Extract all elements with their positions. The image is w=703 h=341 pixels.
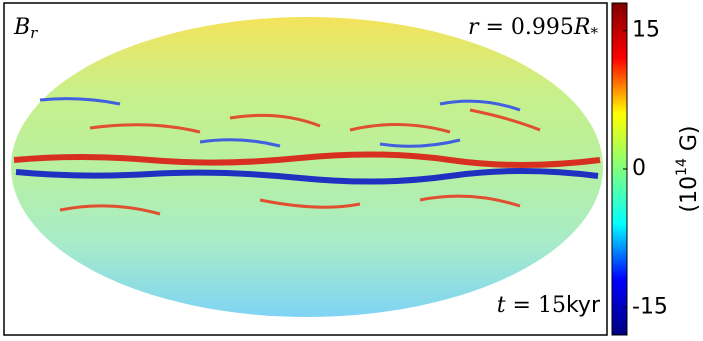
field-band [15, 168, 599, 185]
tick-label: 0 [632, 156, 646, 181]
label-sub: r [30, 24, 38, 42]
label-main: r [468, 15, 480, 40]
frame [3, 2, 608, 336]
label-main: = 0.995 [479, 15, 574, 40]
label-main: = 15 [506, 293, 566, 318]
tick-label: 15 [632, 18, 660, 43]
label-main: R [573, 15, 591, 40]
mollweide-disc [11, 17, 603, 317]
label-sup: 14 [674, 158, 690, 176]
panel-label: Br [13, 15, 38, 42]
tick-label: -15 [632, 294, 668, 319]
radius-label: r = 0.995R* [468, 15, 599, 42]
label-main: (10 [677, 176, 702, 213]
field-streak [39, 97, 521, 148]
field-streak [89, 108, 541, 134]
label-unit: kyr [566, 293, 601, 318]
label-main: G) [677, 125, 702, 158]
label-sub: * [591, 24, 599, 42]
map [11, 17, 603, 317]
label-main: t [497, 293, 506, 318]
field-band [13, 151, 601, 168]
time-label: t = 15kyr [497, 293, 601, 318]
colorbar-label: (1014 G) [674, 125, 702, 212]
label-main: B [13, 15, 30, 40]
field-streak [59, 194, 521, 216]
